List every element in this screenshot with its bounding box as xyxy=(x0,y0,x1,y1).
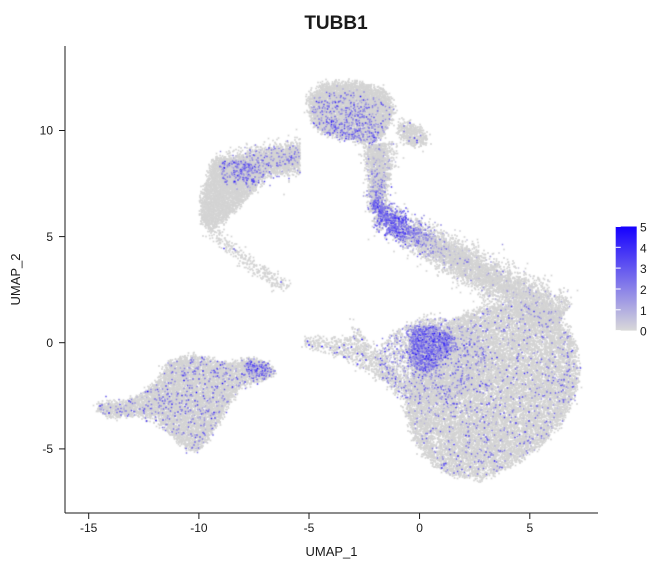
svg-text:10: 10 xyxy=(40,124,54,138)
svg-text:-10: -10 xyxy=(190,521,208,535)
svg-text:5: 5 xyxy=(640,221,647,235)
svg-text:3: 3 xyxy=(640,262,647,276)
svg-text:4: 4 xyxy=(640,241,647,255)
svg-text:-15: -15 xyxy=(80,521,98,535)
svg-text:5: 5 xyxy=(46,230,53,244)
svg-text:UMAP_1: UMAP_1 xyxy=(305,544,357,559)
svg-text:1: 1 xyxy=(640,304,647,318)
svg-text:2: 2 xyxy=(640,283,647,297)
svg-text:0: 0 xyxy=(46,336,53,350)
svg-text:-5: -5 xyxy=(304,521,315,535)
svg-text:0: 0 xyxy=(640,325,647,339)
svg-text:UMAP_2: UMAP_2 xyxy=(8,253,23,305)
svg-text:0: 0 xyxy=(416,521,423,535)
svg-text:5: 5 xyxy=(526,521,533,535)
svg-text:-5: -5 xyxy=(42,442,53,456)
